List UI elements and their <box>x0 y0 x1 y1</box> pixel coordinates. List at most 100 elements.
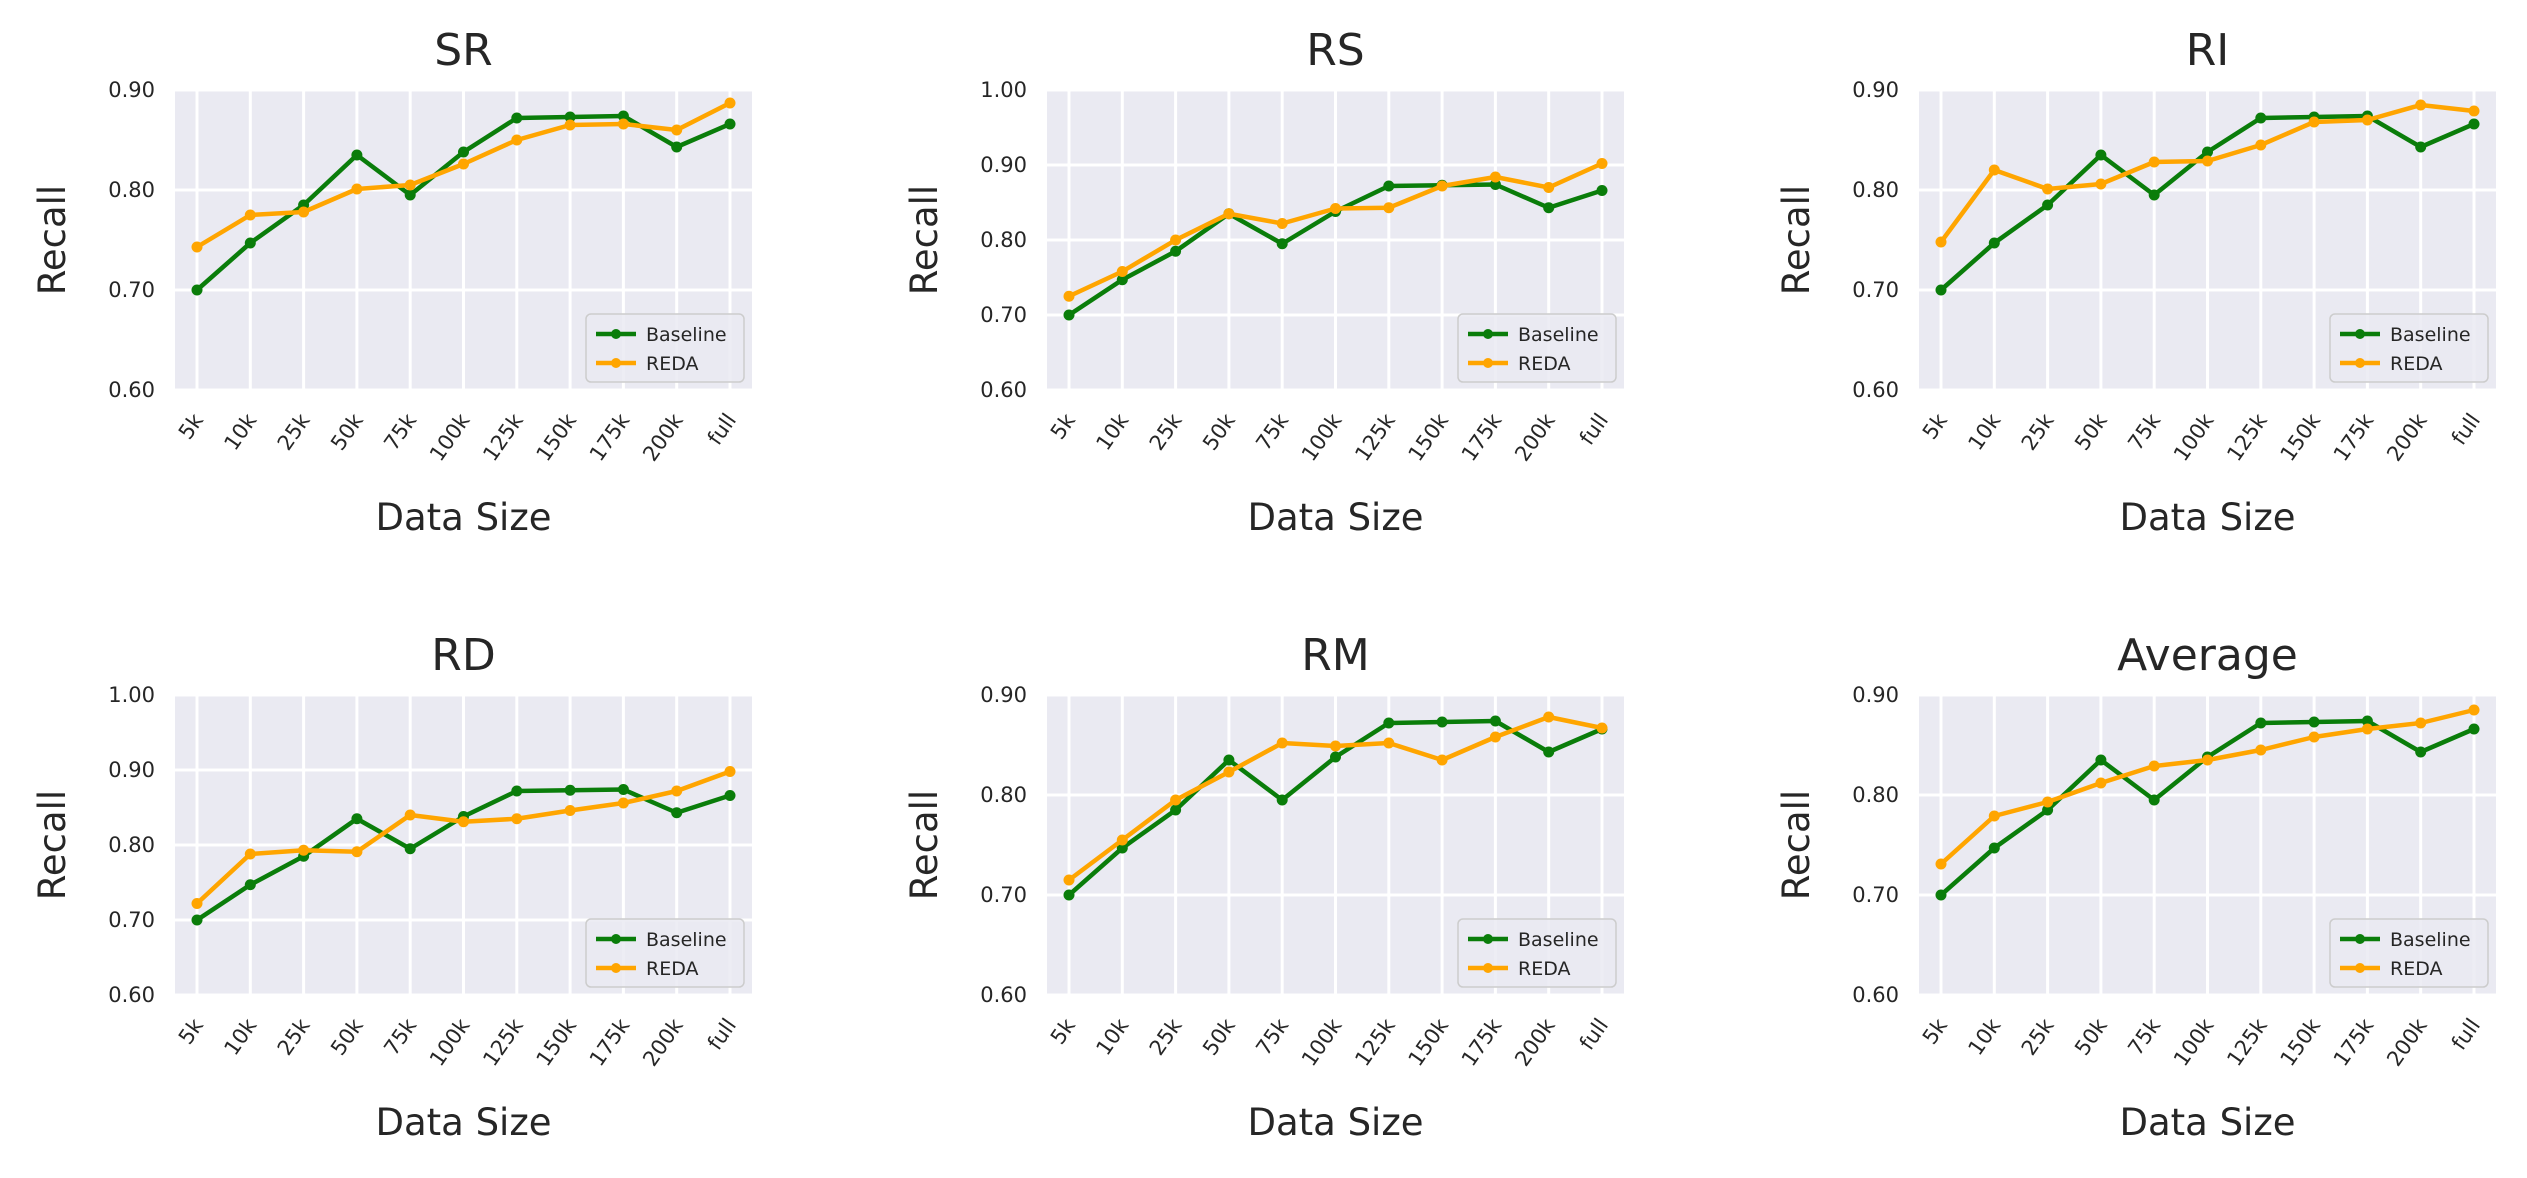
data-point-reda <box>617 797 629 809</box>
x-tick-label: 100k <box>2169 1013 2219 1070</box>
data-point-reda <box>511 813 523 825</box>
legend-label-baseline: Baseline <box>1518 929 1599 951</box>
data-point-reda <box>1330 740 1341 752</box>
x-tick-label: 5k <box>1918 408 1953 443</box>
data-point-baseline <box>351 813 363 825</box>
y-tick-label: 1.00 <box>108 683 155 707</box>
x-tick-label: 150k <box>1404 408 1454 465</box>
data-point-baseline <box>1063 889 1075 901</box>
data-point-baseline <box>1543 746 1555 758</box>
data-point-reda <box>244 209 256 221</box>
data-point-reda <box>2255 139 2267 151</box>
x-tick-label: 25k <box>2017 408 2059 454</box>
legend-marker-baseline <box>611 934 621 944</box>
y-tick-label: 0.70 <box>980 883 1027 907</box>
x-tick-label: 150k <box>1404 1013 1454 1070</box>
x-tick-label: 175k <box>2329 1013 2379 1070</box>
data-point-reda <box>2308 116 2320 128</box>
data-point-reda <box>1988 810 2000 822</box>
legend: Baseline REDA <box>1457 918 1617 988</box>
data-point-baseline <box>1489 715 1501 727</box>
x-axis-label: Data Size <box>1247 496 1423 539</box>
x-tick-label: 200k <box>1510 1013 1560 1070</box>
x-tick-label: 125k <box>2222 408 2272 465</box>
data-point-reda <box>351 183 363 195</box>
data-point-reda <box>1436 754 1448 766</box>
x-tick-label: 175k <box>2329 408 2379 465</box>
y-axis-label: Recall <box>1775 185 1818 295</box>
x-axis-label: Data Size <box>1247 1101 1423 1144</box>
x-tick-label: 10k <box>1091 408 1133 454</box>
y-tick-label: 0.90 <box>108 78 155 102</box>
x-tick-label: 75k <box>1251 408 1293 454</box>
chart-title: SR <box>434 25 493 76</box>
data-point-baseline <box>458 146 469 158</box>
subplot-ri: 0.60 0.70 0.80 0.90 5k 10k 25k 50k 75k 100k 125k 15… <box>1775 25 2496 539</box>
data-point-baseline <box>404 189 416 201</box>
data-point-reda <box>458 158 469 170</box>
y-tick-label: 0.70 <box>1852 883 1899 907</box>
data-point-baseline <box>671 141 683 153</box>
x-tick-label: 50k <box>2070 408 2112 454</box>
data-point-reda <box>2202 754 2213 766</box>
x-tick-label: 5k <box>1046 408 1081 443</box>
y-tick-label: 0.70 <box>108 278 155 302</box>
data-point-baseline <box>1330 751 1341 763</box>
y-axis-label: Recall <box>31 185 74 295</box>
data-point-reda <box>2415 99 2427 111</box>
data-point-reda <box>1543 182 1555 193</box>
data-point-baseline <box>1116 274 1128 286</box>
y-tick-label: 0.80 <box>980 783 1027 807</box>
legend-marker-reda <box>2355 358 2365 368</box>
x-tick-label: 150k <box>2276 408 2326 465</box>
x-tick-label: 100k <box>2169 408 2219 465</box>
data-point-reda <box>1935 858 1947 870</box>
x-tick-label: 100k <box>1297 1013 1347 1070</box>
y-axis-label: Recall <box>903 790 946 900</box>
data-point-reda <box>191 241 203 253</box>
y-tick-label: 0.80 <box>108 833 155 857</box>
data-point-baseline <box>1988 237 2000 249</box>
y-tick-label: 0.80 <box>980 228 1027 252</box>
data-point-reda <box>1170 794 1182 806</box>
data-point-baseline <box>2148 189 2160 201</box>
x-tick-label: 175k <box>1457 1013 1507 1070</box>
x-tick-label: 75k <box>2123 408 2165 454</box>
data-point-reda <box>2255 744 2267 756</box>
data-point-reda <box>2308 731 2320 743</box>
data-point-reda <box>671 124 683 136</box>
y-tick-label: 0.90 <box>1852 78 1899 102</box>
y-tick-label: 1.00 <box>980 78 1027 102</box>
data-point-reda <box>564 805 576 816</box>
data-point-reda <box>511 134 523 146</box>
x-tick-label: full <box>703 1014 741 1054</box>
x-tick-label: 5k <box>1918 1013 1953 1048</box>
data-point-baseline <box>244 879 256 891</box>
legend-label-baseline: Baseline <box>2390 929 2471 951</box>
data-point-reda <box>458 816 469 828</box>
y-tick-label: 0.60 <box>108 983 155 1007</box>
data-point-baseline <box>1223 754 1235 766</box>
x-tick-label: full <box>1575 409 1613 449</box>
y-axis-label: Recall <box>903 185 946 295</box>
data-point-reda <box>1436 180 1448 192</box>
x-tick-label: 50k <box>1198 408 1240 454</box>
data-point-baseline <box>1276 238 1288 250</box>
data-point-reda <box>1170 234 1182 246</box>
x-tick-label: full <box>2447 1014 2485 1054</box>
data-point-reda <box>2095 777 2107 789</box>
x-tick-label: 200k <box>638 1013 688 1070</box>
data-point-baseline <box>564 784 576 796</box>
x-tick-label: 10k <box>219 408 261 454</box>
data-point-reda <box>1276 737 1288 749</box>
legend-marker-baseline <box>1483 934 1493 944</box>
legend-label-baseline: Baseline <box>646 324 727 346</box>
x-tick-label: 5k <box>174 408 209 443</box>
y-tick-label: 0.90 <box>108 758 155 782</box>
data-point-baseline <box>2255 112 2267 124</box>
data-point-reda <box>724 97 736 109</box>
data-point-reda <box>1116 834 1128 846</box>
x-tick-label: 200k <box>2382 408 2432 465</box>
x-tick-label: 150k <box>2276 1013 2326 1070</box>
